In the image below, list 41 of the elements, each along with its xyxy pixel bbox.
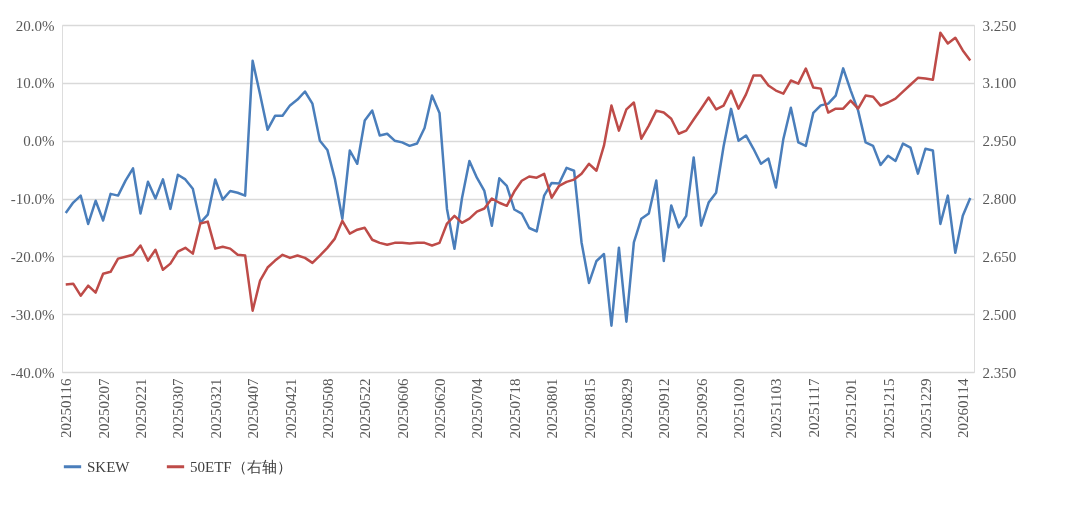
x-tick-label: 20250620 <box>432 378 449 439</box>
y2-tick-label: 2.350 <box>982 364 1017 381</box>
y-tick-label: 20.0% <box>15 17 55 34</box>
x-tick-label: 20250207 <box>95 378 112 439</box>
x-tick-label: 20250116 <box>58 378 75 438</box>
x-tick-label: 20251201 <box>843 378 860 439</box>
x-tick-label: 20260114 <box>955 378 972 438</box>
x-tick-label: 20250815 <box>581 378 598 439</box>
y-tick-label: -20.0% <box>10 248 55 265</box>
x-tick-label: 20250606 <box>394 378 411 439</box>
legend-label: SKEW <box>87 458 131 475</box>
y-tick-label: -10.0% <box>10 191 55 207</box>
x-tick-label: 20250321 <box>207 378 224 439</box>
x-tick-label: 20251103 <box>768 378 785 438</box>
x-tick-label: 20250912 <box>656 378 673 439</box>
y2-tick-label: 2.650 <box>982 248 1017 265</box>
x-tick-label: 20250704 <box>469 378 486 439</box>
x-tick-label: 20250421 <box>282 378 299 439</box>
y2-tick-label: 2.950 <box>982 133 1017 150</box>
legend-label: 50ETF（右轴） <box>190 458 292 475</box>
x-tick-label: 20250926 <box>693 378 710 439</box>
x-tick-label: 20251215 <box>880 378 897 439</box>
y2-tick-label: 2.500 <box>982 306 1017 323</box>
y-tick-label: 10.0% <box>15 75 55 92</box>
y-tick-label: -40.0% <box>10 364 55 381</box>
x-tick-label: 20250801 <box>544 378 561 439</box>
x-tick-label: 20250407 <box>245 378 262 439</box>
x-tick-label: 20250522 <box>357 378 374 439</box>
x-tick-label: 20251020 <box>731 378 748 439</box>
y-tick-label: -30.0% <box>10 306 55 323</box>
x-tick-label: 20250307 <box>170 378 187 439</box>
x-tick-label: 20250718 <box>506 378 523 439</box>
x-tick-label: 20250221 <box>132 378 149 439</box>
y2-tick-label: 3.100 <box>982 75 1017 92</box>
y-tick-label: 0.0% <box>23 133 55 150</box>
y2-tick-label: 2.800 <box>982 191 1017 207</box>
y2-tick-label: 3.250 <box>982 17 1017 34</box>
x-tick-label: 20251117 <box>805 378 822 438</box>
x-tick-label: 20250508 <box>319 378 336 439</box>
x-tick-label: 20250829 <box>618 378 635 439</box>
x-tick-label: 20251229 <box>917 378 934 439</box>
